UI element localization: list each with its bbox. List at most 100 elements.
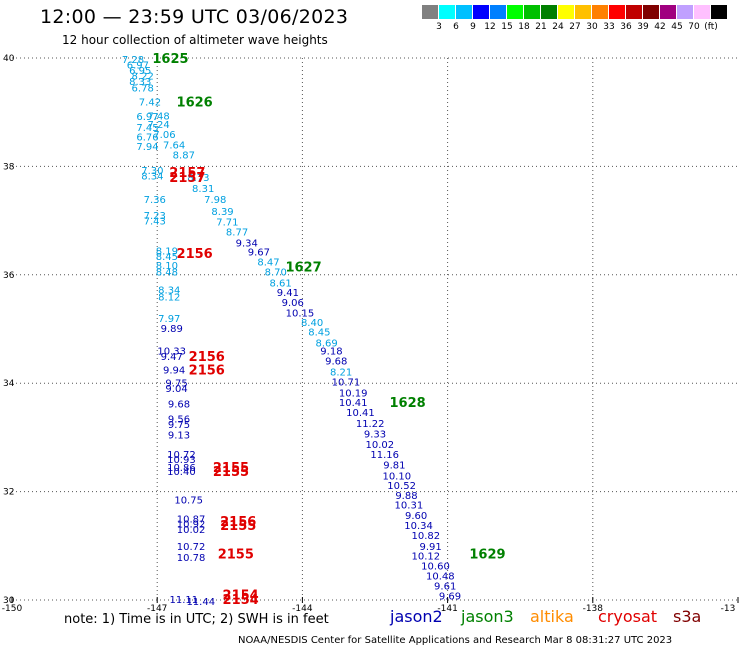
colorbar-label: 15	[501, 22, 513, 32]
colorbar-label: 36	[620, 22, 632, 32]
wave-height-label: 6.97	[136, 112, 158, 123]
wave-height-label: 9.41	[277, 288, 299, 299]
wave-height-label: 8.19	[156, 246, 178, 257]
wave-height-label: 11.44	[186, 597, 215, 608]
colorbar-label: 21	[535, 22, 547, 32]
legend-cryosat: cryosat	[598, 607, 658, 626]
wave-height-label: 10.10	[382, 471, 411, 482]
pass-time-label: 1628	[390, 396, 426, 411]
colorbar-label: 18	[518, 22, 530, 32]
colorbar-label: 24	[552, 22, 564, 32]
wave-height-label: 10.02	[177, 525, 206, 536]
map-grid	[12, 57, 738, 601]
wave-height-label: 8.22	[132, 71, 154, 82]
credit-line: NOAA/NESDIS Center for Satellite Applica…	[238, 635, 673, 646]
colorbar-swatch	[694, 5, 710, 19]
pass-time-label: 2156	[220, 515, 256, 530]
pass-time-label: 1626	[177, 95, 213, 110]
wave-height-label: 10.52	[387, 481, 416, 492]
wave-height-label: 10.86	[167, 463, 196, 474]
wave-height-label: 10.60	[421, 561, 450, 572]
colorbar-swatch	[473, 5, 489, 19]
wave-height-label: 8.77	[226, 227, 248, 238]
wave-height-label: 9.61	[434, 581, 456, 592]
pass-time-label: 2154	[223, 589, 259, 604]
wave-height-label: 8.48	[156, 268, 178, 279]
colorbar-swatch	[677, 5, 693, 19]
wave-height-label: 10.93	[167, 455, 196, 466]
wave-height-label: 6.78	[132, 83, 154, 94]
colorbar-swatch	[711, 5, 727, 19]
colorbar-label: 33	[603, 22, 615, 32]
colorbar-swatch	[490, 5, 506, 19]
lat-tick-label: 34	[3, 379, 15, 389]
wave-height-label: 7.71	[216, 218, 238, 229]
pass-time-label: 2155	[218, 547, 254, 562]
wave-height-label: 9.56	[168, 414, 190, 425]
pass-time-label: 2154	[223, 593, 259, 608]
wave-height-label: 10.92	[177, 520, 206, 531]
wave-height-label: 9.88	[395, 491, 417, 502]
pass-time-label: 1629	[469, 547, 505, 562]
colorbar-label: 12	[484, 22, 496, 32]
wave-height-label: 10.41	[339, 398, 368, 409]
colorbar-label: 45	[671, 22, 683, 32]
colorbar-swatch	[575, 5, 591, 19]
wave-height-label: 10.82	[411, 531, 440, 542]
footnote: note: 1) Time is in UTC; 2) SWH is in fe…	[64, 612, 329, 627]
pass-time-label: 1625	[152, 52, 188, 67]
wave-height-label: 10.48	[426, 572, 455, 583]
colorbar-label: (ft)	[704, 22, 718, 32]
wave-height-label: 9.91	[420, 542, 442, 553]
colorbar-swatch	[524, 5, 540, 19]
colorbar-label: 27	[569, 22, 581, 32]
wave-height-label: 8.47	[257, 257, 279, 268]
pass-time-label: 2155	[213, 465, 249, 480]
colorbar-label: 39	[637, 22, 649, 32]
wave-height-label: 7.30	[141, 166, 163, 177]
wave-height-label: 7.28	[122, 55, 144, 66]
colorbar-label: 3	[436, 22, 442, 32]
lon-tick-label: -150	[2, 604, 23, 614]
pass-time-label: 2157	[169, 166, 205, 181]
wave-height-label: 9.81	[383, 461, 405, 472]
wave-height-label: 8.12	[158, 292, 180, 303]
wave-height-label: 8.40	[301, 318, 323, 329]
legend-jason2: jason2	[390, 607, 443, 626]
colorbar-swatch	[558, 5, 574, 19]
colorbar-label: 70	[688, 22, 700, 32]
wave-height-label: 8.21	[330, 367, 352, 378]
wave-height-label: 10.41	[346, 408, 375, 419]
legend-jason3: jason3	[461, 607, 514, 626]
wave-height-label: 9.68	[325, 356, 347, 367]
page-subtitle: 12 hour collection of altimeter wave hei…	[62, 33, 328, 47]
wave-height-label: 10.75	[174, 496, 203, 507]
wave-height-label: 8.31	[192, 184, 214, 195]
wave-height-label: 10.72	[167, 450, 196, 461]
wave-height-label: 10.33	[157, 347, 186, 358]
colorbar-label: 6	[453, 22, 459, 32]
observation-labels: 7.286.976.958.228.336.787.426.977.487.45…	[122, 55, 461, 608]
wave-height-label: 9.94	[163, 366, 185, 377]
wave-height-label: 9.89	[161, 324, 183, 335]
lon-tick-label: -141	[437, 604, 457, 614]
wave-height-label: 10.72	[177, 542, 206, 553]
colorbar-swatch	[609, 5, 625, 19]
wave-height-label: 9.68	[168, 399, 190, 410]
wave-height-label: 7.23	[144, 211, 166, 222]
colorbar-swatch	[592, 5, 608, 19]
wave-height-label: 8.69	[315, 339, 337, 350]
legend-s3a: s3a	[673, 607, 702, 626]
lat-tick-label: 38	[3, 162, 15, 172]
pass-time-label: 2157	[169, 171, 205, 186]
pass-time-label: 2155	[213, 461, 249, 476]
colorbar-swatch	[456, 5, 472, 19]
wave-height-label: 6.76	[136, 133, 158, 144]
wave-height-label: 9.69	[439, 592, 461, 603]
colorbar-swatch	[660, 5, 676, 19]
colorbar-label: 42	[654, 22, 666, 32]
lat-tick-label: 40	[3, 54, 15, 64]
wave-height-label: 7.45	[136, 123, 158, 134]
wave-height-label: 10.02	[366, 440, 395, 451]
wave-height-label: 8.70	[265, 268, 287, 279]
